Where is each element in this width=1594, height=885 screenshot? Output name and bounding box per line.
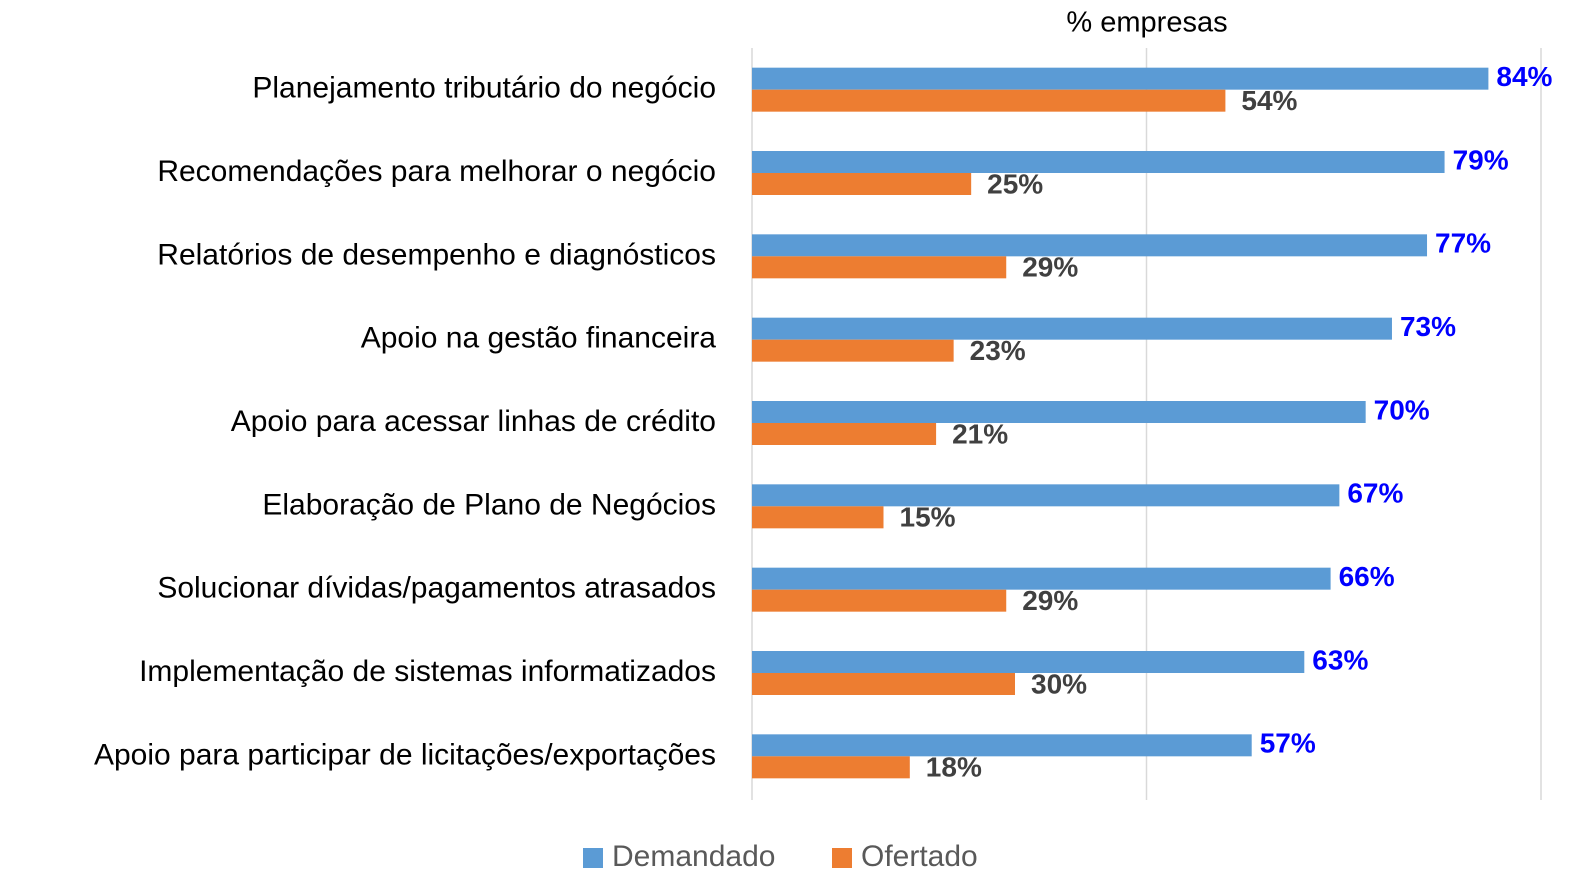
bar <box>752 401 1366 423</box>
bar <box>752 506 884 529</box>
data-label: 79% <box>1453 144 1509 175</box>
data-label: 84% <box>1496 61 1552 92</box>
bar <box>752 151 1445 173</box>
bar <box>752 756 910 779</box>
category-label: Relatórios de desempenho e diagnósticos <box>157 238 716 271</box>
legend-swatch <box>583 848 603 868</box>
category-label: Apoio para participar de licitações/expo… <box>94 738 716 771</box>
category-label: Solucionar dívidas/pagamentos atrasados <box>157 572 716 605</box>
legend-swatch <box>832 848 852 868</box>
legend-label: Ofertado <box>861 840 978 873</box>
bar <box>752 567 1331 590</box>
data-label: 23% <box>970 335 1026 366</box>
data-label: 67% <box>1347 478 1403 509</box>
bar <box>752 234 1428 257</box>
bar <box>752 734 1252 757</box>
data-label: 57% <box>1260 728 1316 759</box>
data-label: 70% <box>1374 394 1430 425</box>
bar <box>752 339 954 362</box>
bar <box>752 317 1392 340</box>
bar <box>752 423 937 445</box>
bar <box>752 651 1305 673</box>
data-label: 30% <box>1031 668 1087 699</box>
bar <box>752 89 1226 112</box>
category-label: Recomendações para melhorar o negócio <box>157 155 716 188</box>
data-label: 18% <box>926 752 982 783</box>
category-label: Planejamento tributário do negócio <box>252 72 716 105</box>
bar <box>752 673 1015 695</box>
category-label: Elaboração de Plano de Negócios <box>262 488 716 521</box>
axis-title: % empresas <box>1066 7 1227 39</box>
legend-label: Demandado <box>612 840 775 873</box>
data-label: 25% <box>987 168 1043 199</box>
data-label: 15% <box>900 502 956 533</box>
bar <box>752 589 1007 612</box>
category-label: Implementação de sistemas informatizados <box>139 655 716 688</box>
data-label: 63% <box>1312 644 1368 675</box>
bar <box>752 67 1489 90</box>
data-label: 29% <box>1022 252 1078 283</box>
data-label: 29% <box>1022 585 1078 616</box>
data-label: 77% <box>1435 228 1491 259</box>
bar <box>752 484 1340 507</box>
data-label: 73% <box>1400 311 1456 342</box>
category-label: Apoio para acessar linhas de crédito <box>231 405 716 438</box>
data-label: 54% <box>1241 85 1297 116</box>
bar <box>752 173 972 195</box>
bar <box>752 256 1007 279</box>
data-label: 21% <box>952 418 1008 449</box>
category-label: Apoio na gestão financeira <box>361 322 717 355</box>
data-label: 66% <box>1339 561 1395 592</box>
